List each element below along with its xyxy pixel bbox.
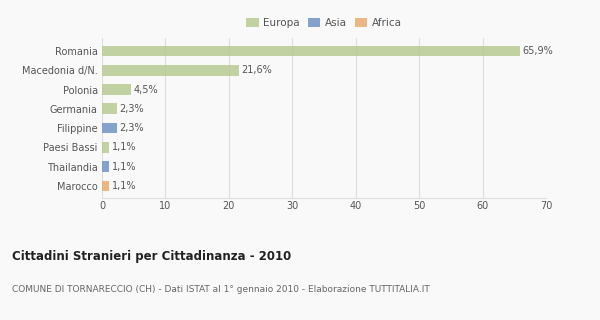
Text: COMUNE DI TORNARECCIO (CH) - Dati ISTAT al 1° gennaio 2010 - Elaborazione TUTTIT: COMUNE DI TORNARECCIO (CH) - Dati ISTAT … [12, 285, 430, 294]
Bar [102, 161, 109, 172]
Text: 65,9%: 65,9% [523, 46, 553, 56]
Bar [102, 84, 131, 95]
Bar [102, 103, 116, 114]
Legend: Europa, Asia, Africa: Europa, Asia, Africa [244, 16, 404, 30]
Bar [102, 180, 109, 191]
Bar [102, 123, 116, 133]
Text: 1,1%: 1,1% [112, 181, 136, 191]
Bar [102, 65, 239, 76]
Bar [102, 142, 109, 153]
Text: 2,3%: 2,3% [119, 123, 144, 133]
Text: 4,5%: 4,5% [133, 84, 158, 94]
Text: Cittadini Stranieri per Cittadinanza - 2010: Cittadini Stranieri per Cittadinanza - 2… [12, 250, 291, 263]
Text: 1,1%: 1,1% [112, 142, 136, 152]
Text: 21,6%: 21,6% [242, 65, 272, 75]
Text: 1,1%: 1,1% [112, 162, 136, 172]
Bar [102, 46, 520, 56]
Text: 2,3%: 2,3% [119, 104, 144, 114]
